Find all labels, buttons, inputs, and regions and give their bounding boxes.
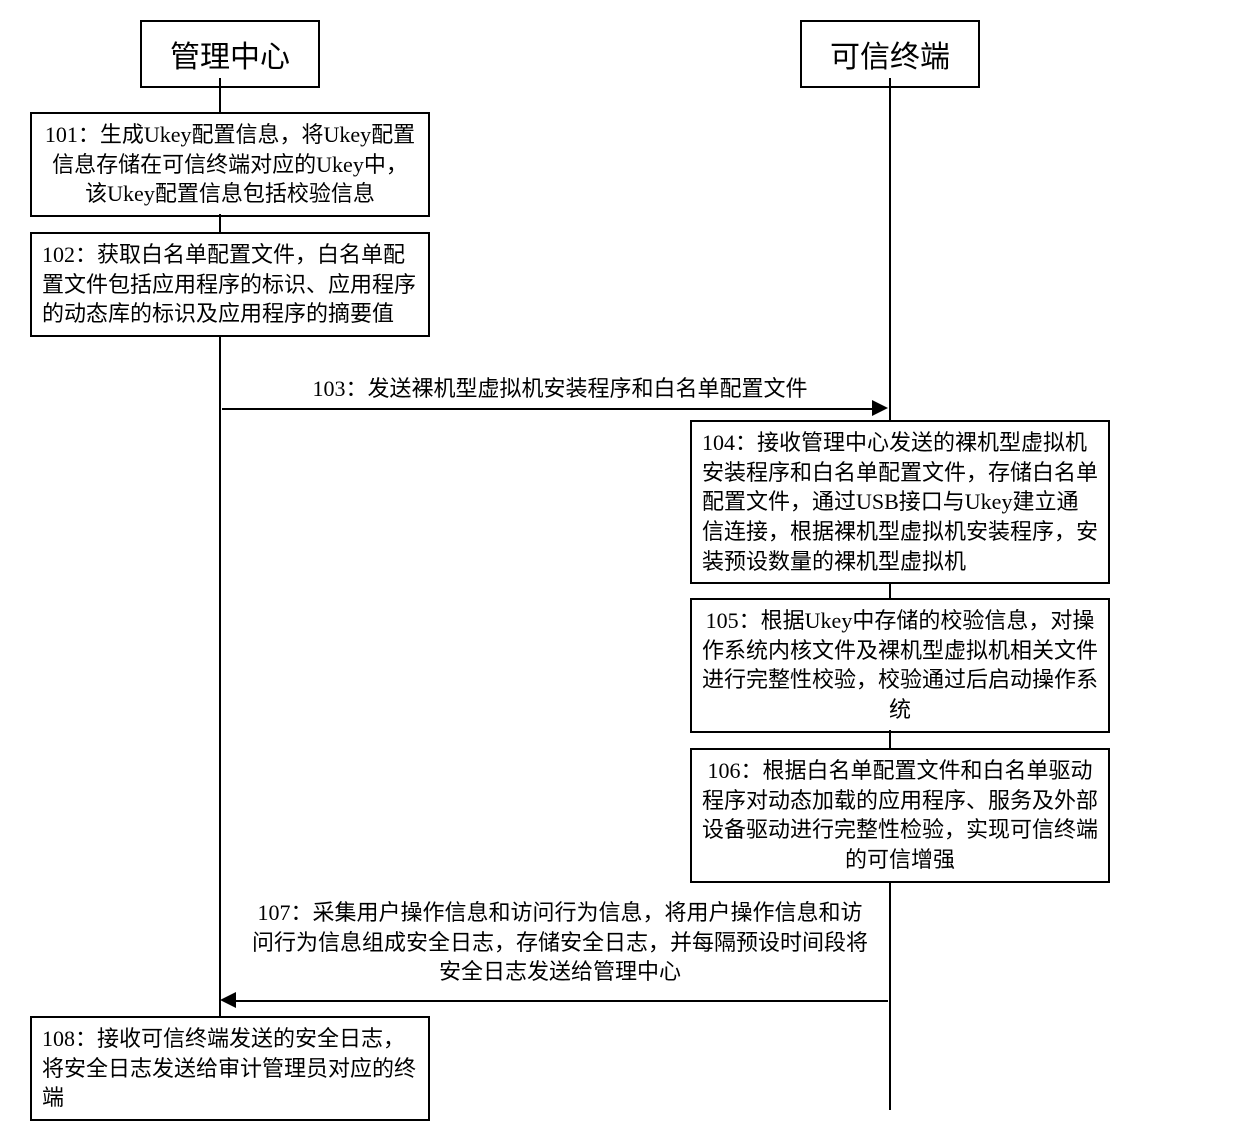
- connector-104-105: [889, 582, 891, 598]
- step-101: 101：生成Ukey配置信息，将Ukey配置信息存储在可信终端对应的Ukey中，…: [30, 112, 430, 217]
- step-108-text: 108：接收可信终端发送的安全日志，将安全日志发送给审计管理员对应的终端: [42, 1026, 416, 1110]
- step-102: 102：获取白名单配置文件，白名单配置文件包括应用程序的标识、应用程序的动态库的…: [30, 232, 430, 337]
- lane-title-left: 管理中心: [170, 41, 290, 74]
- lane-title-right: 可信终端: [830, 41, 950, 74]
- message-107-label: 107：采集用户操作信息和访问行为信息，将用户操作信息和访问行为信息组成安全日志…: [250, 898, 870, 987]
- connector-105-106: [889, 730, 891, 748]
- step-104-text: 104：接收管理中心发送的裸机型虚拟机安装程序和白名单配置文件，存储白名单配置文…: [702, 430, 1098, 574]
- message-103-label: 103：发送裸机型虚拟机安装程序和白名单配置文件: [290, 374, 830, 404]
- step-106-text: 106：根据白名单配置文件和白名单驱动程序对动态加载的应用程序、服务及外部设备驱…: [702, 758, 1098, 872]
- step-102-text: 102：获取白名单配置文件，白名单配置文件包括应用程序的标识、应用程序的动态库的…: [42, 242, 416, 326]
- step-106: 106：根据白名单配置文件和白名单驱动程序对动态加载的应用程序、服务及外部设备驱…: [690, 748, 1110, 883]
- message-103-arrow: [872, 400, 888, 416]
- lane-header-left: 管理中心: [140, 20, 320, 88]
- connector-101-102: [219, 214, 221, 232]
- step-104: 104：接收管理中心发送的裸机型虚拟机安装程序和白名单配置文件，存储白名单配置文…: [690, 420, 1110, 584]
- message-107-arrow: [220, 992, 236, 1008]
- step-101-text: 101：生成Ukey配置信息，将Ukey配置信息存储在可信终端对应的Ukey中，…: [45, 122, 415, 206]
- message-103-text: 103：发送裸机型虚拟机安装程序和白名单配置文件: [312, 376, 807, 401]
- message-103-line: [222, 408, 874, 410]
- step-108: 108：接收可信终端发送的安全日志，将安全日志发送给审计管理员对应的终端: [30, 1016, 430, 1121]
- message-107-line: [236, 1000, 888, 1002]
- step-105-text: 105：根据Ukey中存储的校验信息，对操作系统内核文件及裸机型虚拟机相关文件进…: [702, 608, 1098, 722]
- message-107-text: 107：采集用户操作信息和访问行为信息，将用户操作信息和访问行为信息组成安全日志…: [252, 900, 868, 984]
- step-105: 105：根据Ukey中存储的校验信息，对操作系统内核文件及裸机型虚拟机相关文件进…: [690, 598, 1110, 733]
